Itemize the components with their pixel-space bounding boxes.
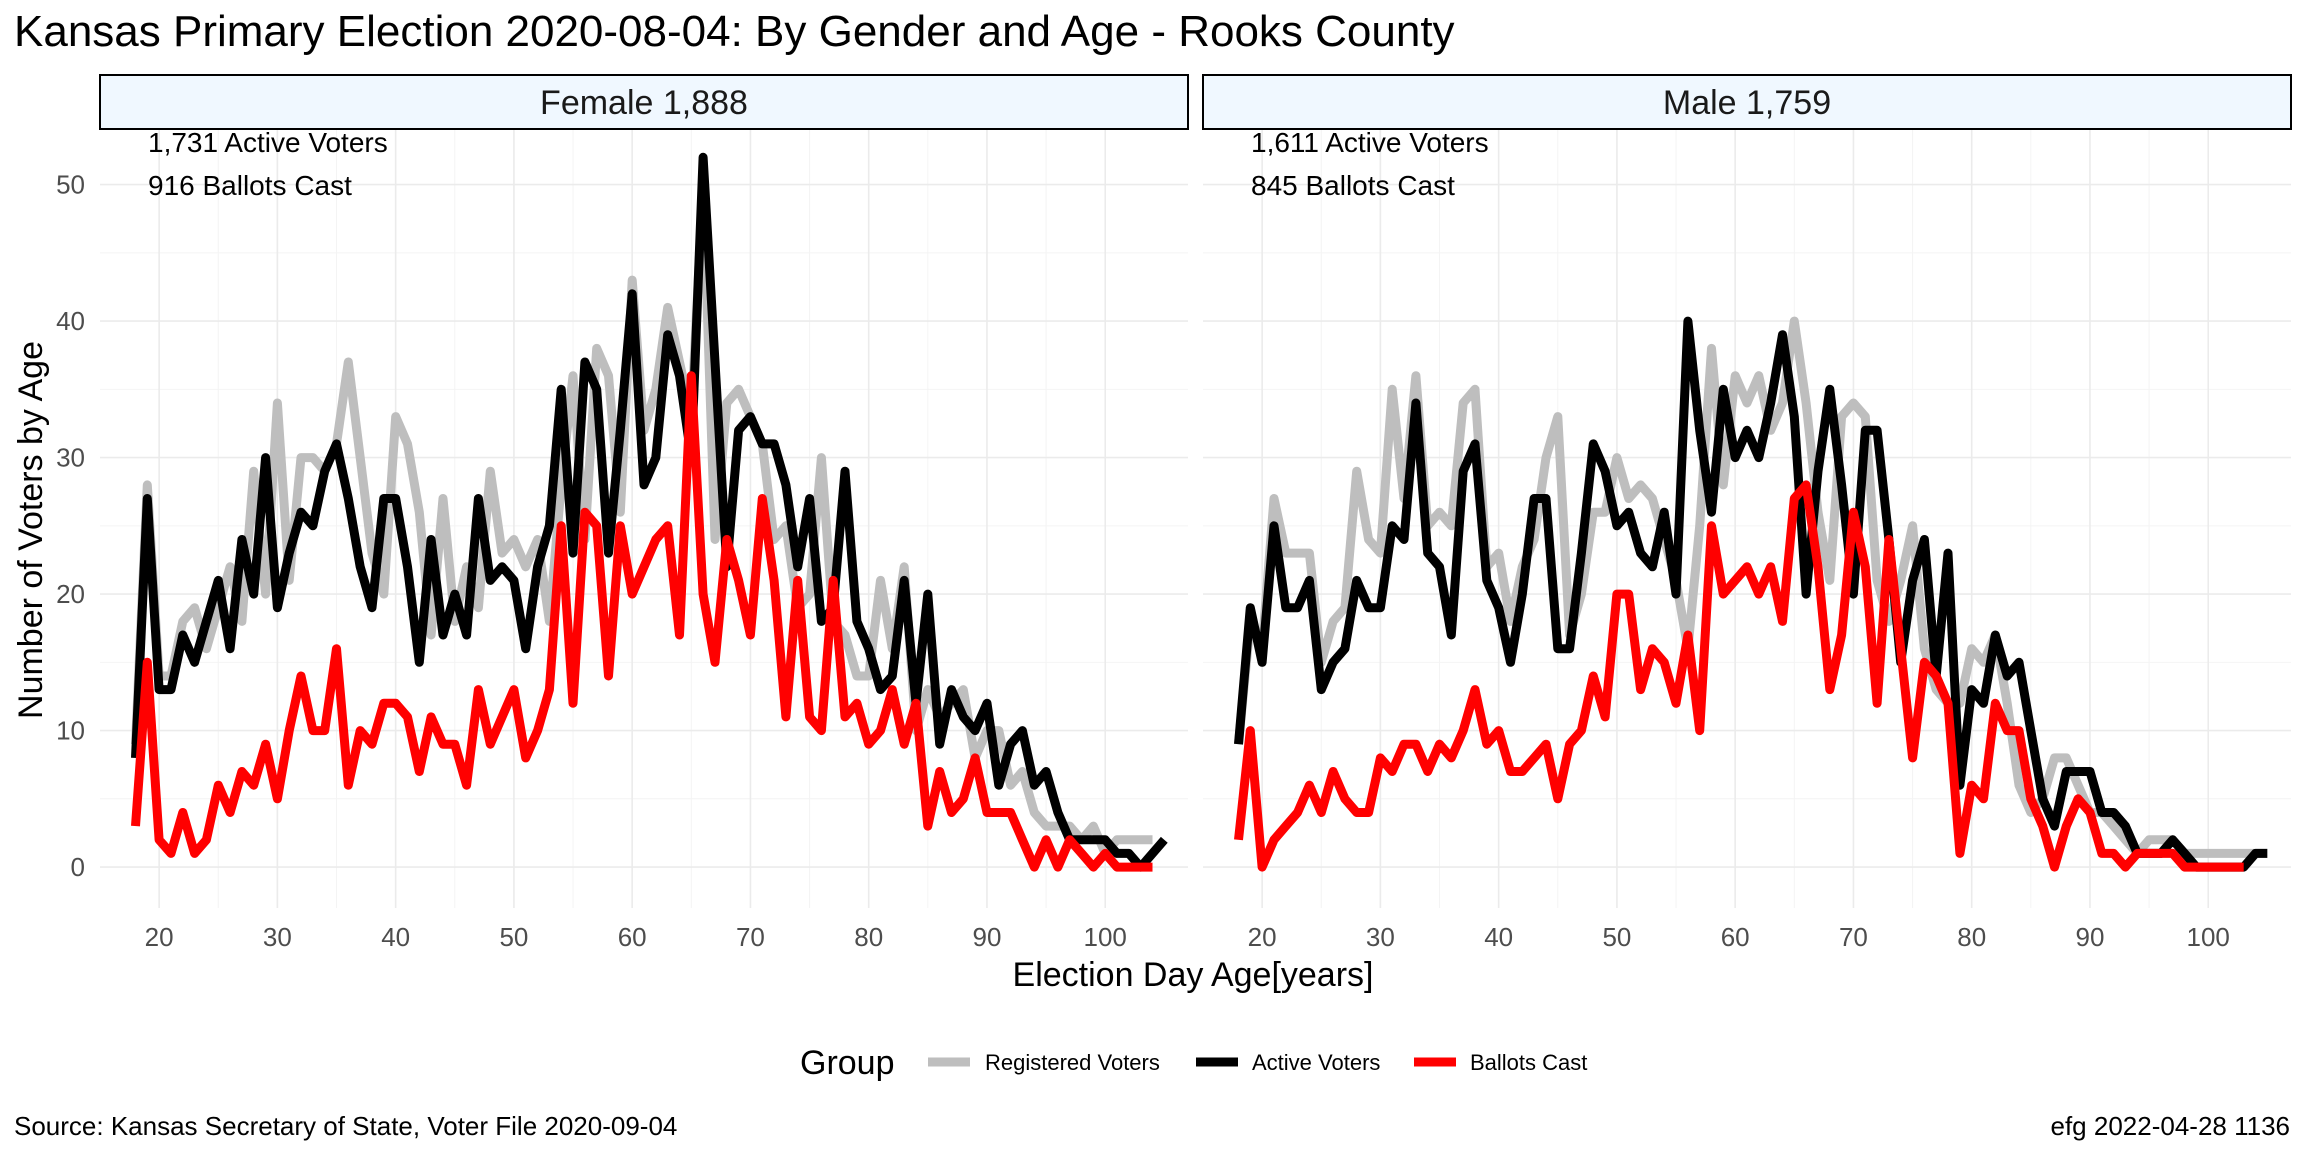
legend-label-active: Active Voters	[1252, 1050, 1380, 1075]
annotation-ballots-cast: 845 Ballots Cast	[1251, 170, 1455, 201]
facet-strip-label: Female 1,888	[540, 84, 748, 122]
x-tick-label: 40	[1484, 922, 1513, 952]
facet-panel-male: 20 30 40 50 60 70 80 90 100 Male 1,759 1,611 Activ…	[1202, 74, 2292, 952]
x-tick-label: 50	[499, 922, 528, 952]
y-tick-label: 50	[56, 170, 85, 200]
x-tick-label: 60	[618, 922, 647, 952]
y-tick-label: 20	[56, 579, 85, 609]
series-line-ballots-male	[1234, 480, 2244, 872]
y-tick-label: 30	[56, 443, 85, 473]
y-tick-label: 40	[56, 306, 85, 336]
chart-title: Kansas Primary Election 2020-08-04: By G…	[14, 7, 1455, 56]
series-line-ballots-female	[131, 371, 1153, 872]
legend-title: Group	[800, 1044, 895, 1082]
x-tick-label: 90	[2075, 922, 2104, 952]
y-tick-label: 0	[71, 852, 85, 882]
y-tick-label: 10	[56, 716, 85, 746]
x-tick-label: 50	[1602, 922, 1631, 952]
legend-label-registered: Registered Voters	[985, 1050, 1160, 1075]
annotation-ballots-cast: 916 Ballots Cast	[148, 170, 352, 201]
x-tick-label: 100	[2187, 922, 2230, 952]
x-axis-title: Election Day Age[years]	[1013, 956, 1374, 994]
annotation-active-voters: 1,731 Active Voters	[148, 127, 388, 158]
facet-panels: 20 30 40 50 60 70 80 90 100 0 10 20 30 40 50 Female 1,8…	[56, 74, 2292, 952]
x-tick-label: 60	[1721, 922, 1750, 952]
x-tick-label: 30	[1366, 922, 1395, 952]
legend-label-ballots: Ballots Cast	[1470, 1050, 1587, 1075]
facet-strip	[1202, 74, 2292, 130]
facet-strip-label: Male 1,759	[1663, 84, 1831, 122]
legend: Group Registered Voters Active Voters Ba…	[800, 1044, 1587, 1082]
y-axis-title: Number of Voters by Age	[12, 341, 50, 719]
x-tick-label: 80	[1957, 922, 1986, 952]
series-line-active-male	[1234, 316, 2268, 872]
x-tick-label: 30	[263, 922, 292, 952]
facet-panel-female: 20 30 40 50 60 70 80 90 100 0 10 20 30 40 50 Female 1,8…	[56, 74, 1189, 952]
facet-strip	[99, 74, 1189, 130]
x-tick-label: 40	[381, 922, 410, 952]
x-tick-label: 100	[1084, 922, 1127, 952]
x-tick-label: 20	[145, 922, 174, 952]
x-tick-label: 90	[972, 922, 1001, 952]
source-caption: Source: Kansas Secretary of State, Voter…	[14, 1111, 677, 1141]
author-caption: efg 2022-04-28 1136	[2051, 1111, 2291, 1141]
x-tick-label: 20	[1248, 922, 1277, 952]
x-tick-label: 70	[1839, 922, 1868, 952]
x-tick-label: 80	[854, 922, 883, 952]
series-line-active-female	[131, 152, 1168, 872]
x-tick-label: 70	[736, 922, 765, 952]
annotation-active-voters: 1,611 Active Voters	[1251, 127, 1489, 158]
